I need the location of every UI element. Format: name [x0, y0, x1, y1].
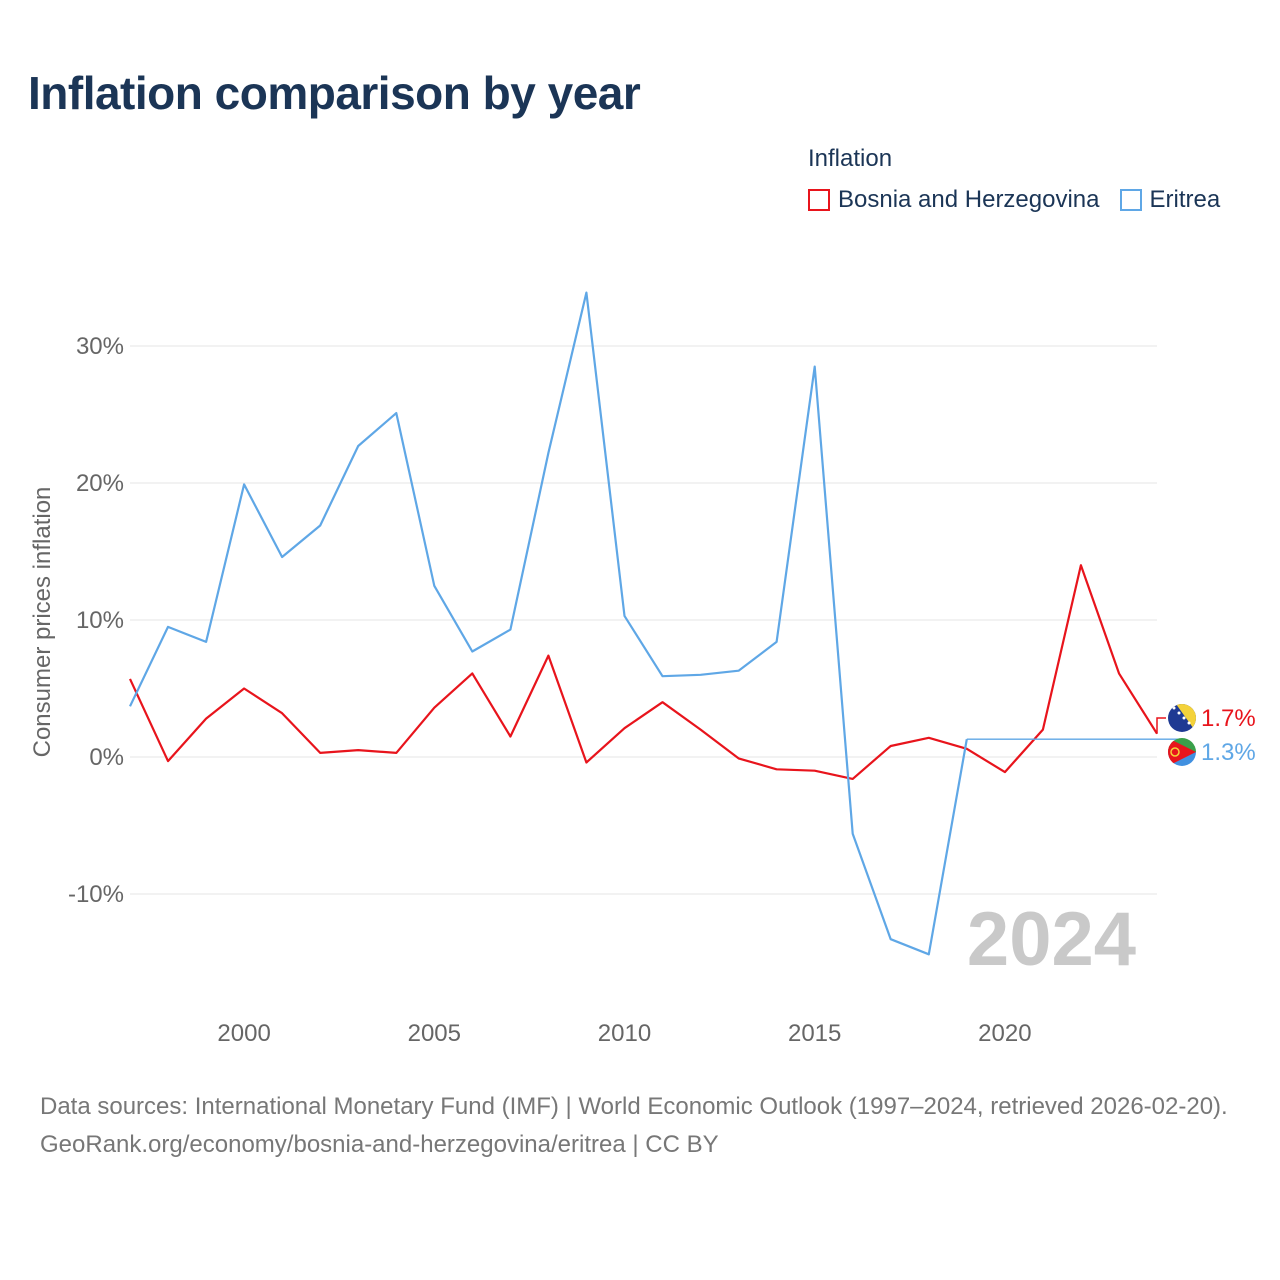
legend-swatch-bosnia — [808, 189, 830, 211]
series-lines — [129, 291, 1182, 956]
y-tick-label: 10% — [76, 607, 124, 634]
y-tick-label: -10% — [68, 881, 124, 908]
data-source: Data sources: International Monetary Fun… — [40, 1088, 1250, 1164]
x-tick-label: 2000 — [217, 1020, 270, 1047]
x-tick-label: 2020 — [978, 1020, 1031, 1047]
series-line-eritrea — [129, 291, 968, 956]
y-tick-label: 20% — [76, 470, 124, 497]
bosnia-connector — [1156, 717, 1166, 734]
legend-item-bosnia[interactable]: Bosnia and Herzegovina — [808, 186, 1100, 214]
y-tick-label: 0% — [89, 744, 124, 771]
bosnia-and-herzegovina-flag-icon — [1168, 704, 1196, 732]
x-tick-label: 2010 — [598, 1020, 651, 1047]
x-tick-label: 2015 — [788, 1020, 841, 1047]
x-tick-label: 2005 — [408, 1020, 461, 1047]
grid-lines — [130, 345, 1157, 895]
bosnia-end-label: 1.7% — [1201, 705, 1256, 732]
x-tick-labels: 2000 2005 2010 2015 2020 — [217, 1020, 1031, 1047]
legend-label-bosnia: Bosnia and Herzegovina — [838, 186, 1100, 213]
series-line-bosnia — [129, 564, 1158, 780]
legend-title: Inflation — [808, 145, 893, 172]
source-line-1: Data sources: International Monetary Fun… — [40, 1093, 1228, 1120]
legend-item-eritrea[interactable]: Eritrea — [1119, 186, 1221, 214]
legend: Bosnia and Herzegovina Eritrea — [808, 186, 1240, 214]
legend-label-eritrea: Eritrea — [1149, 186, 1221, 213]
year-watermark: 2024 — [967, 897, 1136, 982]
source-line-2[interactable]: GeoRank.org/economy/bosnia-and-herzegovi… — [40, 1131, 719, 1158]
y-tick-label: 30% — [76, 333, 124, 360]
eritrea-flag-icon — [1168, 738, 1196, 766]
line-chart: -10% 0% 10% 20% 30% 2000 2005 2010 2015 2020 Con… — [29, 291, 1256, 1047]
y-tick-labels: -10% 0% 10% 20% 30% — [68, 333, 124, 908]
y-axis-label: Consumer prices inflation — [29, 487, 56, 758]
legend-swatch-eritrea — [1119, 189, 1142, 211]
end-markers: 1.7% 1.3% — [1156, 704, 1256, 766]
page-title: Inflation comparison by year — [28, 67, 641, 119]
eritrea-end-label: 1.3% — [1201, 739, 1256, 766]
